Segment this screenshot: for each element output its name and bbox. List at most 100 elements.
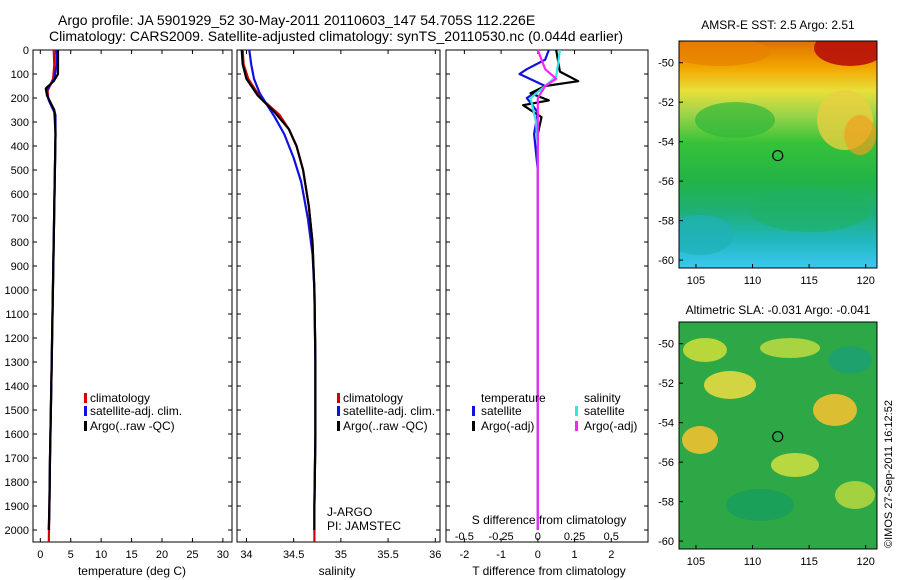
x-tick-label: 10	[95, 549, 107, 561]
legend-swatch-argo	[337, 421, 340, 431]
difference-xlabel-bottom: T difference from climatology	[472, 564, 626, 578]
map-y-tick-label: -56	[658, 457, 674, 469]
depth-tick-label: 900	[11, 261, 29, 273]
legend-swatch-argo	[84, 421, 87, 431]
top-tick-label: 0.5	[604, 531, 619, 543]
depth-tick-label: 800	[11, 237, 29, 249]
sla-high-patch	[683, 338, 727, 362]
map-y-tick-label: -54	[658, 418, 674, 430]
sst-warm-patch	[844, 115, 876, 155]
series-line-argo	[240, 49, 317, 530]
legend-label-temp-satellite: satellite	[481, 404, 522, 418]
legend-swatch-sal-argo	[575, 421, 578, 431]
depth-tick-label: 600	[11, 189, 29, 201]
series-line-argo	[44, 50, 60, 531]
legend-label-argo: Argo(..raw -QC)	[90, 419, 175, 433]
legend-swatch-satellite	[84, 406, 87, 416]
depth-tick-label: 500	[11, 165, 29, 177]
legend-swatch-sal-satellite	[575, 406, 578, 416]
difference-plot: -2 -1 0 1 2 -0.5 -0.25 0 0.25 0.5	[446, 49, 648, 561]
x-tick-label: 25	[186, 549, 198, 561]
legend-label-satellite: satellite-adj. clim.	[90, 404, 182, 418]
map-x-tick-label: 105	[687, 556, 705, 568]
map-x-tick-label: 110	[744, 275, 762, 287]
legend-swatch-satellite	[337, 406, 340, 416]
map-x-tick-label: 120	[857, 556, 875, 568]
sst-map-frame	[678, 40, 878, 269]
x-tick-label: 35.5	[377, 549, 398, 561]
temperature-plot: 0 5 10 15 20 25 30	[33, 49, 232, 561]
map-y-tick-label: -56	[658, 176, 674, 188]
sla-map-frame	[678, 321, 878, 550]
legend-swatch-climatology	[84, 393, 87, 403]
depth-tick-label: 1800	[5, 477, 29, 489]
depth-tick-label: 700	[11, 213, 29, 225]
depth-tick-label: 1500	[5, 405, 29, 417]
x-tick-label: 36	[429, 549, 441, 561]
legend-label-temp-argo: Argo(-adj)	[481, 419, 534, 433]
depth-tick-label: 300	[11, 117, 29, 129]
x-tick-label: 0	[535, 549, 541, 561]
legend-swatch-temp-argo	[472, 421, 475, 431]
legend-swatch-temp-satellite	[472, 406, 475, 416]
sst-map-image	[679, 41, 877, 268]
temperature-plot-frame	[32, 49, 233, 543]
legend-label-satellite: satellite-adj. clim.	[343, 404, 435, 418]
sla-map-image	[679, 322, 877, 549]
map-y-tick-label: -60	[658, 536, 674, 548]
top-tick-label: 0.25	[564, 531, 585, 543]
sla-low-patch	[828, 346, 872, 374]
x-tick-label: 35	[335, 549, 347, 561]
sst-cool-patch	[679, 215, 734, 255]
salinity-legend: climatology satellite-adj. clim. Argo(..…	[337, 391, 435, 433]
salinity-annotation-program: J-ARGO	[327, 505, 372, 519]
map-y-tick-label: -58	[658, 497, 674, 509]
x-tick-label: 0	[37, 549, 43, 561]
title-line-1: Argo profile: JA 5901929_52 30-May-2011 …	[58, 12, 535, 28]
difference-plot-frame	[445, 49, 649, 543]
x-tick-label: 34	[240, 549, 252, 561]
sla-low-patch	[726, 489, 794, 521]
argo-position-marker	[772, 430, 784, 443]
depth-axis: 0 100 200 300 400 500 600 700 800 900 1000 1100 1200…	[5, 45, 29, 537]
map-y-tick-label: -50	[658, 339, 674, 351]
salinity-plot: 34 34.5 35 35.5 36	[237, 49, 441, 561]
map-y-tick-label: -50	[658, 58, 674, 70]
series-line-argo	[521, 49, 580, 530]
x-tick-label: 15	[125, 549, 137, 561]
legend-title-salinity: salinity	[584, 391, 621, 405]
series-line-satellite	[518, 49, 550, 530]
depth-tick-label: 1100	[5, 309, 29, 321]
map-x-tick-label: 120	[857, 275, 875, 287]
x-tick-label: 34.5	[283, 549, 304, 561]
depth-tick-label: 1900	[5, 501, 29, 513]
depth-tick-label: 2000	[5, 525, 29, 537]
map-y-tick-label: -58	[658, 216, 674, 228]
depth-tick-label: 1300	[5, 357, 29, 369]
temperature-legend: climatology satellite-adj. clim. Argo(..…	[84, 391, 182, 433]
credit-stamp: ©IMOS 27-Sep-2011 16:12:52	[883, 400, 895, 548]
x-tick-label: 2	[608, 549, 614, 561]
x-tick-label: 1	[571, 549, 577, 561]
sla-high-patch	[760, 338, 820, 358]
map-y-tick-label: -52	[658, 97, 674, 109]
difference-legend: temperature satellite Argo(-adj) salinit…	[472, 391, 637, 433]
legend-label-argo: Argo(..raw -QC)	[343, 419, 428, 433]
difference-xlabel-top: S difference from climatology	[472, 513, 627, 527]
map-x-tick-label: 110	[744, 556, 762, 568]
series-line-sal_argo	[536, 49, 558, 530]
top-tick-label: 0	[535, 531, 541, 543]
sst-cool-patch	[695, 102, 775, 138]
sla-high-patch	[835, 481, 875, 509]
depth-tick-label: 0	[23, 45, 29, 57]
sst-warm-patch	[814, 41, 877, 66]
legend-swatch-climatology	[337, 393, 340, 403]
depth-tick-label: 1000	[5, 285, 29, 297]
sla-map-axes: 105 110 115 120 -50 -52 -54 -56 -58 -60	[658, 339, 875, 568]
title-line-2: Climatology: CARS2009. Satellite-adjuste…	[49, 28, 623, 44]
argo-position-marker	[772, 149, 784, 162]
sst-map-title: AMSR-E SST: 2.5 Argo: 2.51	[701, 18, 855, 32]
map-y-tick-label: -60	[658, 255, 674, 267]
series-line-sal_satellite	[529, 49, 561, 530]
legend-label-climatology: climatology	[343, 391, 403, 405]
